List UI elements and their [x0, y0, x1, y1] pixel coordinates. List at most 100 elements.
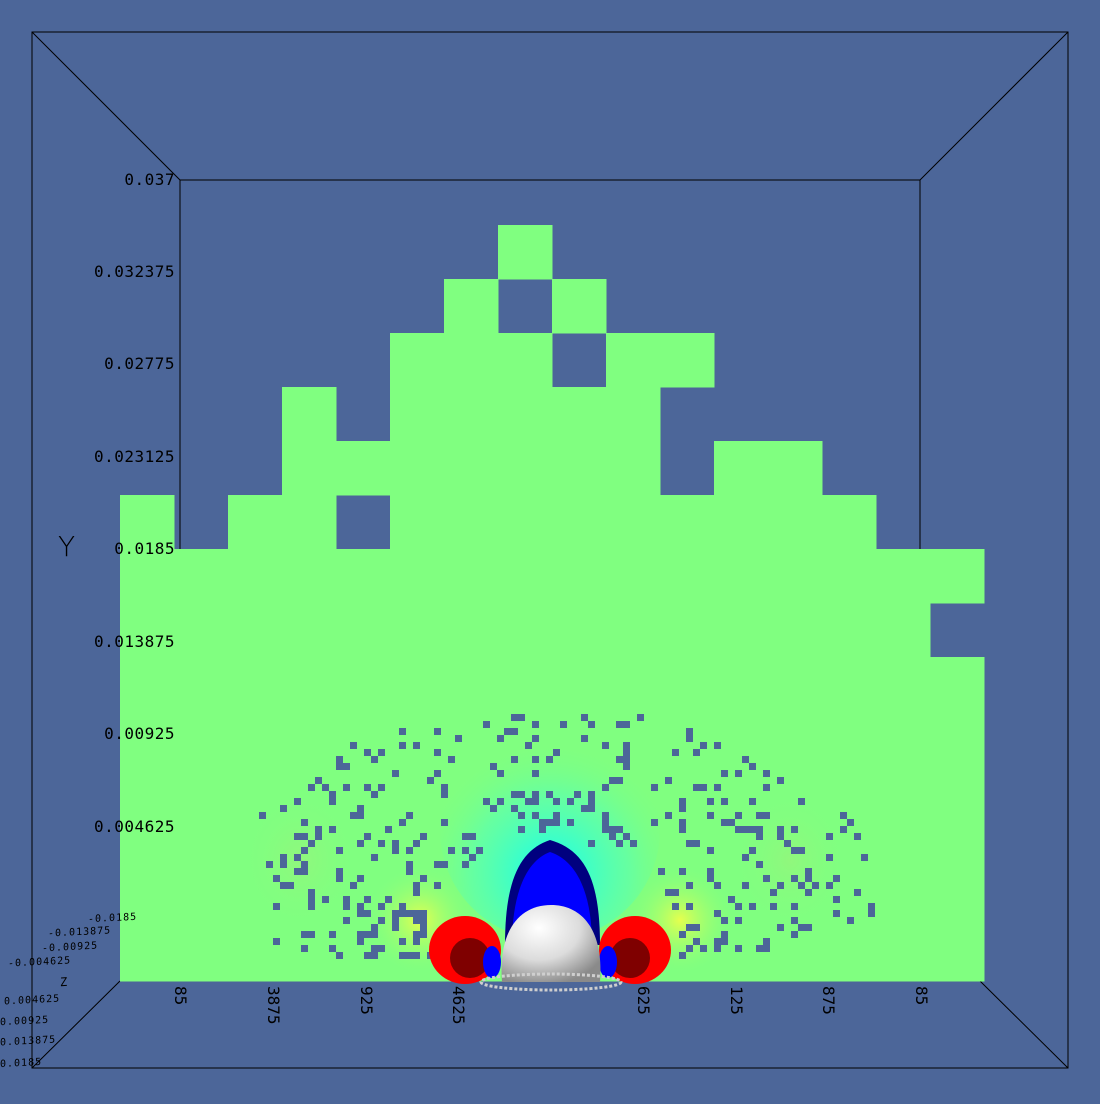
- sparse-cell: [700, 784, 707, 791]
- sparse-cell: [259, 812, 266, 819]
- voxel-cell: [660, 657, 715, 712]
- sparse-cell: [301, 861, 308, 868]
- sparse-cell: [826, 854, 833, 861]
- y-tick-label: 0.00925: [104, 724, 175, 743]
- sparse-cell: [777, 882, 784, 889]
- sparse-cell: [833, 910, 840, 917]
- sparse-cell: [399, 728, 406, 735]
- sparse-cell: [707, 868, 714, 875]
- sparse-cell: [434, 770, 441, 777]
- sparse-cell: [392, 917, 399, 924]
- voxel-cell: [930, 927, 985, 982]
- y-tick-label: 0.013875: [93, 632, 175, 651]
- sparse-cell: [805, 924, 812, 931]
- sparse-cell: [301, 945, 308, 952]
- voxel-cell: [336, 549, 391, 604]
- sparse-cell: [532, 798, 539, 805]
- sparse-cell: [693, 749, 700, 756]
- sparse-cell: [357, 931, 364, 938]
- sparse-cell: [756, 945, 763, 952]
- sparse-cell: [483, 721, 490, 728]
- sparse-cell: [336, 847, 343, 854]
- sparse-cell: [532, 721, 539, 728]
- voxel-cell: [336, 603, 391, 658]
- voxel-cell: [606, 657, 661, 712]
- sparse-cell: [406, 847, 413, 854]
- sparse-cell: [672, 889, 679, 896]
- voxel-cell: [660, 495, 715, 550]
- sparse-cell: [448, 847, 455, 854]
- voxel-cell: [444, 441, 499, 496]
- sparse-cell: [742, 756, 749, 763]
- sparse-cell: [539, 819, 546, 826]
- sparse-cell: [413, 931, 420, 938]
- sparse-cell: [399, 952, 406, 959]
- sparse-cell: [581, 735, 588, 742]
- sparse-cell: [686, 728, 693, 735]
- sparse-cell: [497, 735, 504, 742]
- sparse-cell: [602, 742, 609, 749]
- voxel-cell: [660, 765, 715, 820]
- voxel-cell: [714, 441, 769, 496]
- sparse-cell: [329, 931, 336, 938]
- sparse-cell: [371, 791, 378, 798]
- sparse-cell: [420, 924, 427, 931]
- x-tick-label: 3875: [264, 986, 283, 1025]
- sparse-cell: [350, 882, 357, 889]
- sparse-cell: [371, 945, 378, 952]
- sparse-cell: [273, 903, 280, 910]
- voxel-cell: [876, 711, 931, 766]
- sparse-cell: [630, 840, 637, 847]
- sparse-cell: [357, 840, 364, 847]
- sparse-cell: [588, 791, 595, 798]
- sparse-cell: [434, 861, 441, 868]
- sparse-cell: [546, 756, 553, 763]
- voxel-cell: [822, 711, 877, 766]
- voxel-cell: [120, 819, 175, 874]
- sparse-cell: [735, 826, 742, 833]
- sparse-cell: [343, 903, 350, 910]
- sparse-cell: [434, 882, 441, 889]
- sparse-cell: [553, 812, 560, 819]
- voxel-cell: [444, 279, 499, 334]
- voxel-cell: [768, 657, 823, 712]
- sparse-cell: [658, 868, 665, 875]
- sparse-cell: [581, 714, 588, 721]
- sparse-cell: [763, 784, 770, 791]
- sparse-cell: [546, 791, 553, 798]
- sparse-cell: [651, 784, 658, 791]
- voxel-cell: [228, 549, 283, 604]
- sparse-cell: [672, 903, 679, 910]
- voxel-cell: [444, 657, 499, 712]
- sparse-cell: [749, 763, 756, 770]
- voxel-cell: [930, 657, 985, 712]
- sparse-cell: [623, 742, 630, 749]
- sparse-cell: [406, 812, 413, 819]
- y-tick-label: 0.032375: [93, 262, 175, 281]
- sparse-cell: [406, 861, 413, 868]
- sparse-cell: [504, 728, 511, 735]
- sparse-cell: [420, 910, 427, 917]
- sparse-cell: [714, 910, 721, 917]
- sparse-cell: [616, 840, 623, 847]
- y-tick-label: 0.0185: [114, 539, 175, 558]
- sparse-cell: [371, 756, 378, 763]
- sparse-cell: [847, 917, 854, 924]
- voxel-cell: [714, 603, 769, 658]
- voxel-cell: [606, 441, 661, 496]
- voxel-cell: [282, 603, 337, 658]
- sparse-cell: [308, 840, 315, 847]
- sparse-cell: [798, 798, 805, 805]
- sparse-cell: [392, 840, 399, 847]
- sparse-cell: [476, 847, 483, 854]
- sparse-cell: [301, 847, 308, 854]
- sparse-cell: [553, 819, 560, 826]
- sparse-cell: [413, 882, 420, 889]
- sparse-cell: [798, 882, 805, 889]
- voxel-cell: [174, 765, 229, 820]
- voxel-cell: [768, 441, 823, 496]
- sparse-cell: [378, 917, 385, 924]
- sparse-cell: [749, 903, 756, 910]
